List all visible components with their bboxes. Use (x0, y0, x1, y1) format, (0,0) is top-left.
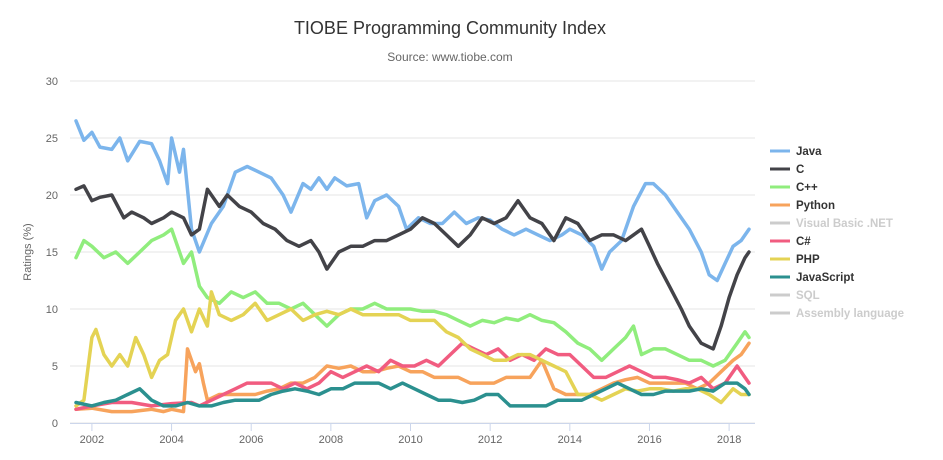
x-tick-label: 2008 (319, 434, 343, 446)
chart-title: TIOBE Programming Community Index (293, 18, 607, 38)
series-line-c-[interactable] (74, 341, 751, 412)
x-tick-label: 2002 (80, 434, 104, 446)
legend-label: Assembly language (796, 308, 904, 320)
legend-label: Visual Basic .NET (796, 218, 893, 230)
x-tick-label: 2014 (558, 434, 582, 446)
series-line-python[interactable] (74, 341, 751, 414)
x-tick-label: 2016 (637, 434, 661, 446)
series-line-c-[interactable] (74, 227, 751, 368)
legend-label: C (796, 164, 804, 176)
y-tick-label: 25 (46, 133, 58, 145)
series-line-c[interactable] (74, 184, 751, 351)
x-axis-ticks: 2002 2004 2006 2008 2010 2012 2014 2016 2018 (80, 423, 741, 446)
x-tick-label: 2012 (478, 434, 502, 446)
series-lines (74, 119, 751, 414)
legend-item-python[interactable]: Python (770, 200, 835, 212)
legend-item-sql[interactable]: SQL (770, 290, 820, 302)
series-line-javascript[interactable] (74, 381, 751, 408)
x-tick-label: 2004 (159, 434, 183, 446)
legend-item-java[interactable]: Java (770, 146, 822, 158)
legend-label: SQL (796, 290, 820, 302)
legend-label: C# (796, 236, 811, 248)
legend-label: Java (796, 146, 822, 158)
legend-item-c[interactable]: C (770, 164, 804, 176)
y-tick-label: 0 (52, 418, 58, 430)
legend: Java C C++ Python Visual Basic .NET C# PHP Java… (770, 146, 904, 320)
y-axis-ticks: 0 5 10 15 20 25 30 (46, 76, 58, 430)
legend-label: JavaScript (796, 272, 854, 284)
y-tick-label: 30 (46, 76, 58, 88)
legend-label: Python (796, 200, 835, 212)
y-axis-label: Ratings (%) (22, 223, 34, 280)
series-line-java[interactable] (74, 119, 751, 283)
legend-item-c-[interactable]: C++ (770, 182, 818, 194)
legend-label: C++ (796, 182, 818, 194)
legend-item-javascript[interactable]: JavaScript (770, 272, 854, 284)
y-tick-label: 10 (46, 304, 58, 316)
legend-item-c-[interactable]: C# (770, 236, 811, 248)
x-tick-label: 2018 (717, 434, 741, 446)
legend-label: PHP (796, 254, 820, 266)
chart-subtitle: Source: www.tiobe.com (387, 50, 513, 64)
legend-item-assembly-language[interactable]: Assembly language (770, 308, 904, 320)
x-tick-label: 2010 (398, 434, 422, 446)
y-tick-label: 20 (46, 190, 58, 202)
legend-item-visual-basic-net[interactable]: Visual Basic .NET (770, 218, 893, 230)
y-tick-label: 5 (52, 361, 58, 373)
x-tick-label: 2006 (239, 434, 263, 446)
legend-item-php[interactable]: PHP (770, 254, 820, 266)
y-tick-label: 15 (46, 247, 58, 259)
